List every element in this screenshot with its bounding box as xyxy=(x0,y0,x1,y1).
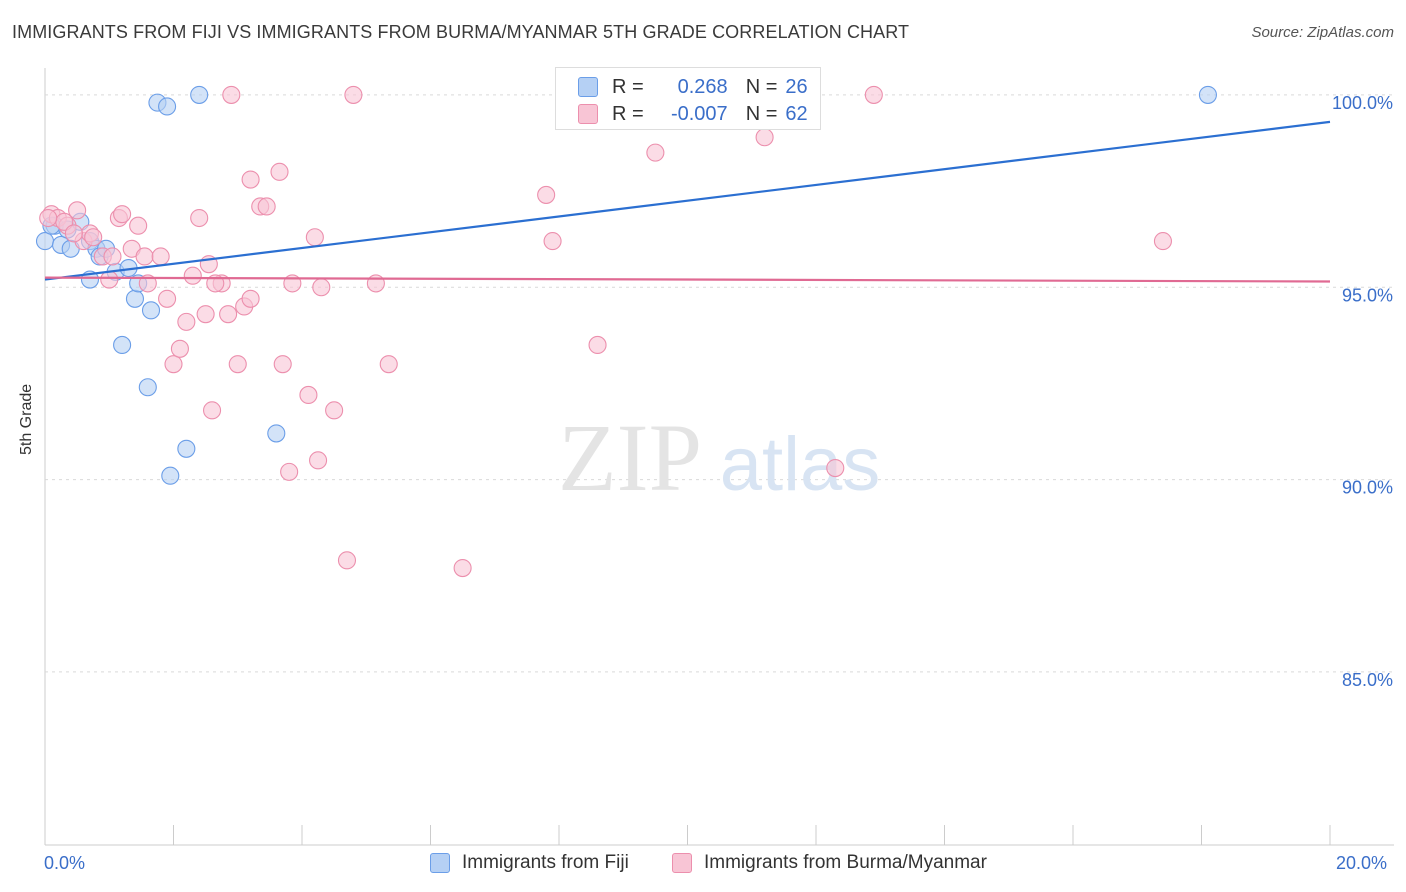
point-burma xyxy=(151,247,170,266)
series-swatch-fiji xyxy=(430,853,450,873)
point-burma xyxy=(453,558,472,578)
point-fiji xyxy=(138,378,157,397)
legend-r-label: R = xyxy=(612,75,644,98)
point-burma xyxy=(228,355,247,374)
legend-swatch-burma xyxy=(578,104,598,124)
trend-layer xyxy=(44,120,1331,283)
legend-row-burma: R = -0.007 N = 62 xyxy=(578,101,808,127)
point-burma xyxy=(170,339,189,358)
point-fiji xyxy=(177,439,196,458)
point-burma xyxy=(84,228,103,247)
point-burma xyxy=(864,85,883,104)
point-burma xyxy=(100,270,119,289)
trend-line-burma xyxy=(44,276,1331,283)
series-legend-burma[interactable]: Immigrants from Burma/Myanmar xyxy=(672,852,987,874)
x-tick-label-max: 20.0% xyxy=(1336,853,1388,873)
legend-r-value-fiji: 0.268 xyxy=(677,75,728,98)
point-burma xyxy=(325,401,344,420)
point-burma xyxy=(190,208,209,228)
trend-line-fiji xyxy=(44,120,1331,281)
ticks-layer: 85.0% 90.0% 95.0% 100.0% xyxy=(44,93,1393,845)
y-tick-label: 90.0% xyxy=(1342,478,1393,498)
point-burma xyxy=(39,208,58,228)
point-burma xyxy=(537,185,556,204)
point-burma xyxy=(755,128,774,147)
point-burma xyxy=(129,216,148,235)
point-burma xyxy=(164,355,183,374)
point-fiji xyxy=(125,289,144,308)
point-fiji xyxy=(267,424,286,443)
point-fiji xyxy=(1198,85,1217,104)
point-burma xyxy=(68,201,87,220)
point-burma xyxy=(826,458,845,478)
point-fiji xyxy=(158,97,177,116)
point-burma xyxy=(219,305,238,324)
legend-n-label: N = xyxy=(745,75,778,98)
chart-source: Source: ZipAtlas.com xyxy=(1251,24,1394,41)
point-burma xyxy=(257,197,276,216)
point-burma xyxy=(366,274,385,293)
y-axis-label: 5th Grade xyxy=(18,383,35,455)
legend-row-fiji: R = 0.268 N = 26 xyxy=(578,74,808,100)
series-legend-fiji[interactable]: Immigrants from Fiji xyxy=(430,852,629,874)
point-fiji xyxy=(35,232,55,251)
point-burma xyxy=(138,274,157,293)
point-burma xyxy=(273,355,292,374)
legend-swatch-fiji xyxy=(578,77,598,97)
point-burma xyxy=(280,462,299,481)
y-tick-label: 85.0% xyxy=(1342,670,1393,690)
point-burma xyxy=(183,266,202,285)
legend-n-label: N = xyxy=(745,102,778,125)
point-burma xyxy=(270,162,289,181)
point-burma xyxy=(588,335,607,355)
point-fiji xyxy=(141,301,161,320)
point-burma xyxy=(222,85,241,104)
y-tick-label: 95.0% xyxy=(1342,285,1393,305)
point-fiji xyxy=(190,85,209,104)
point-burma xyxy=(309,451,328,470)
series-label-burma: Immigrants from Burma/Myanmar xyxy=(704,852,987,873)
point-burma xyxy=(543,232,562,251)
point-fiji xyxy=(113,335,132,355)
point-burma xyxy=(241,170,260,189)
x-tick-label-min: 0.0% xyxy=(44,853,86,873)
series-label-fiji: Immigrants from Fiji xyxy=(462,852,629,873)
point-burma xyxy=(177,312,196,331)
point-fiji xyxy=(161,466,180,485)
stats-legend: R = 0.268 N = 26 R = -0.007 N = 62 xyxy=(555,67,821,130)
legend-r-value-burma: -0.007 xyxy=(670,102,728,125)
point-burma xyxy=(113,205,132,224)
series-swatch-burma xyxy=(672,853,692,873)
point-burma xyxy=(344,85,363,104)
legend-r-label: R = xyxy=(612,102,644,125)
point-burma xyxy=(337,551,357,570)
point-burma xyxy=(135,247,154,266)
point-burma xyxy=(299,385,318,405)
point-burma xyxy=(203,401,222,420)
point-burma xyxy=(646,143,665,162)
point-burma xyxy=(196,305,215,324)
y-tick-label: 100.0% xyxy=(1332,93,1393,113)
watermark: ZIP atlas xyxy=(558,404,880,511)
point-burma xyxy=(379,355,398,374)
point-burma xyxy=(305,228,324,247)
watermark-atlas: atlas xyxy=(720,422,881,507)
point-burma xyxy=(64,224,83,243)
watermark-zip: ZIP xyxy=(558,404,702,511)
legend-n-value-fiji: 26 xyxy=(785,75,808,98)
legend-n-value-burma: 62 xyxy=(785,102,808,125)
point-burma xyxy=(1153,232,1172,251)
chart-title: IMMIGRANTS FROM FIJI VS IMMIGRANTS FROM … xyxy=(12,22,910,42)
point-burma xyxy=(103,247,122,266)
point-burma xyxy=(158,289,177,308)
point-burma xyxy=(312,278,331,297)
point-burma xyxy=(241,289,260,308)
